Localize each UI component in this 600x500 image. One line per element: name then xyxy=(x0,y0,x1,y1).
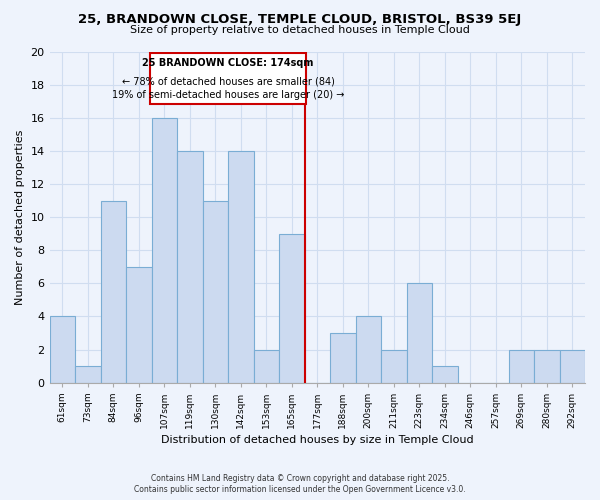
Y-axis label: Number of detached properties: Number of detached properties xyxy=(15,130,25,305)
Bar xyxy=(356,316,381,382)
Bar xyxy=(228,151,254,382)
Bar xyxy=(150,53,306,104)
Text: 25 BRANDOWN CLOSE: 174sqm: 25 BRANDOWN CLOSE: 174sqm xyxy=(142,58,314,68)
Bar xyxy=(432,366,458,382)
Bar xyxy=(50,316,75,382)
Text: ← 78% of detached houses are smaller (84): ← 78% of detached houses are smaller (84… xyxy=(122,76,334,86)
Bar xyxy=(177,151,203,382)
Bar xyxy=(152,118,177,382)
Text: Contains HM Land Registry data © Crown copyright and database right 2025.
Contai: Contains HM Land Registry data © Crown c… xyxy=(134,474,466,494)
Text: Size of property relative to detached houses in Temple Cloud: Size of property relative to detached ho… xyxy=(130,25,470,35)
Bar xyxy=(101,200,126,382)
Bar xyxy=(279,234,305,382)
Bar xyxy=(254,350,279,382)
Bar xyxy=(407,284,432,382)
X-axis label: Distribution of detached houses by size in Temple Cloud: Distribution of detached houses by size … xyxy=(161,435,473,445)
Bar xyxy=(203,200,228,382)
Bar xyxy=(126,266,152,382)
Bar xyxy=(75,366,101,382)
Bar xyxy=(330,333,356,382)
Bar xyxy=(560,350,585,382)
Text: 19% of semi-detached houses are larger (20) →: 19% of semi-detached houses are larger (… xyxy=(112,90,344,101)
Bar xyxy=(509,350,534,382)
Bar xyxy=(534,350,560,382)
Bar xyxy=(381,350,407,382)
Text: 25, BRANDOWN CLOSE, TEMPLE CLOUD, BRISTOL, BS39 5EJ: 25, BRANDOWN CLOSE, TEMPLE CLOUD, BRISTO… xyxy=(79,12,521,26)
